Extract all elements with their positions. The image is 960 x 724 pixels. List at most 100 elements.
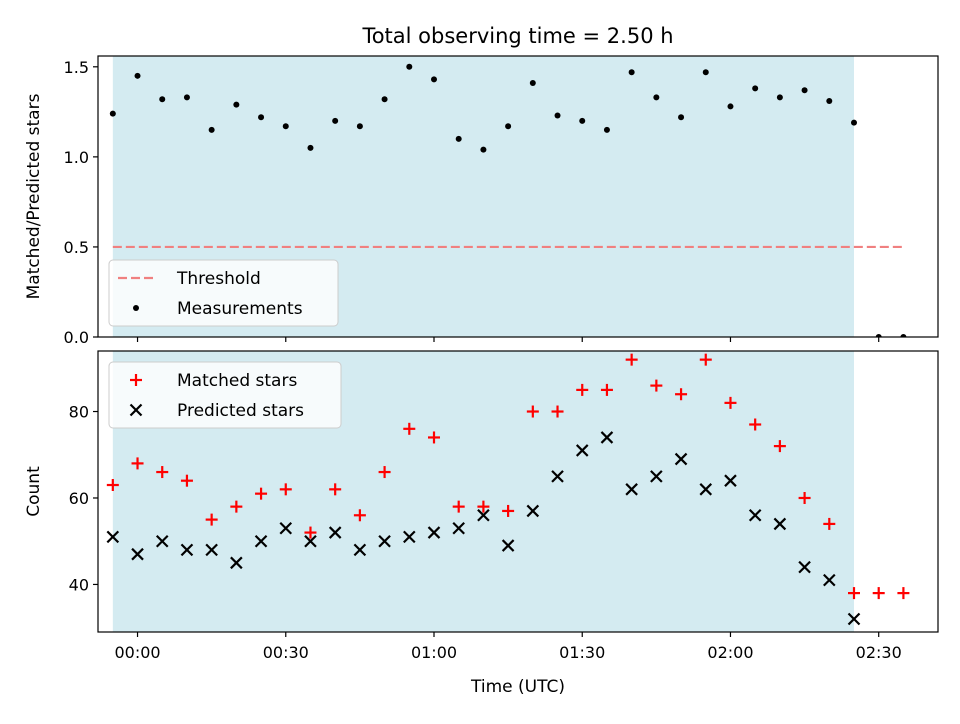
- legend-label: Matched stars: [177, 371, 297, 391]
- matched-star-point: [428, 431, 440, 444]
- matched-star-point: [724, 396, 737, 409]
- measurement-point: [776, 94, 783, 101]
- matched-star-point: [625, 353, 638, 366]
- measurement-point: [529, 80, 536, 87]
- y-tick-label: 60: [69, 489, 89, 508]
- predicted-star-point: [378, 534, 391, 548]
- predicted-star-point: [674, 452, 688, 466]
- matched-star-point: [699, 353, 712, 366]
- measurement-point: [554, 112, 561, 119]
- measurement-point: [109, 110, 116, 117]
- measurement-point: [381, 96, 388, 103]
- measurement-point: [183, 94, 190, 101]
- predicted-star-point: [724, 474, 737, 487]
- matched-star-point: [180, 474, 193, 487]
- predicted-star-point: [403, 530, 416, 544]
- x-tick-label: 02:00: [707, 643, 753, 662]
- predicted-star-point: [551, 470, 564, 483]
- y-tick-label: 40: [69, 575, 89, 594]
- measurement-point: [579, 117, 586, 124]
- measurement-point: [851, 119, 857, 126]
- predicted-star-point: [279, 521, 293, 535]
- predicted-star-point: [205, 543, 218, 557]
- measurement-point: [159, 96, 166, 103]
- matched-star-point: [230, 500, 243, 513]
- predicted-star-point: [180, 543, 194, 557]
- x-tick-label: 02:30: [856, 643, 902, 662]
- measurement-point: [826, 98, 833, 105]
- measurement-point: [332, 117, 339, 124]
- legend-box: [108, 361, 342, 429]
- predicted-star-point: [575, 444, 589, 457]
- matched-star-point: [773, 440, 786, 453]
- plot-area: [106, 353, 910, 626]
- x-tick-label: 00:00: [114, 643, 160, 662]
- y-tick-label: 0.0: [64, 328, 89, 347]
- matched-star-point: [156, 466, 169, 479]
- measurement-point: [455, 135, 462, 142]
- matched-star-point: [526, 405, 539, 418]
- y-tick-label: 80: [69, 403, 89, 422]
- chart-title: Total observing time = 2.50 h: [361, 24, 673, 48]
- legend: Matched stars Predicted stars: [108, 361, 342, 429]
- measurement-point: [307, 144, 314, 151]
- matched-star-point: [872, 587, 885, 600]
- predicted-star-point: [477, 508, 490, 522]
- matched-star-point: [823, 517, 836, 530]
- predicted-star-point: [600, 431, 614, 444]
- measurement-point: [208, 126, 215, 133]
- measurement-point: [233, 101, 240, 108]
- predicted-star-point: [773, 517, 787, 531]
- measurement-point: [603, 126, 610, 133]
- legend-label: Measurements: [177, 299, 303, 319]
- matched-star-point: [551, 405, 564, 418]
- measurement-point: [356, 123, 363, 130]
- x-tick-label: 00:30: [263, 643, 309, 662]
- predicted-star-point: [501, 539, 515, 552]
- y-tick-label: 1.0: [64, 148, 89, 167]
- y-tick-label: 1.5: [64, 58, 89, 77]
- ratio-panel: 0.0 0.5 1.0 1.5 Matched/Predicted stars Thres…: [24, 55, 939, 347]
- predicted-star-point: [823, 573, 836, 587]
- measurement-point: [282, 123, 289, 130]
- matched-star-point: [675, 388, 688, 401]
- legend-box: [108, 259, 339, 327]
- matched-star-point: [353, 509, 366, 522]
- y-tick-label: 0.5: [64, 238, 89, 257]
- matched-star-point: [749, 418, 762, 431]
- matched-star-point: [798, 491, 811, 504]
- axes-frame: [97, 55, 939, 338]
- matched-star-point: [106, 479, 119, 492]
- measurement-point: [258, 114, 265, 121]
- matched-star-point: [205, 513, 218, 526]
- predicted-star-point: [155, 534, 169, 548]
- predicted-star-point: [847, 612, 861, 626]
- matched-star-point: [131, 457, 144, 470]
- predicted-star-point: [106, 530, 120, 544]
- y-axis-label: Matched/Predicted stars: [24, 93, 44, 299]
- measurement-point: [406, 63, 413, 70]
- measurement-point: [134, 72, 141, 79]
- measurement-point: [480, 146, 487, 153]
- predicted-star-point: [798, 560, 811, 574]
- plot-area: [109, 63, 907, 337]
- matched-star-point: [378, 466, 391, 479]
- predicted-star-point: [254, 534, 268, 548]
- predicted-star-point: [748, 508, 762, 522]
- matched-star-point: [279, 483, 292, 496]
- measurement-point: [875, 334, 882, 337]
- x-tick-label: 01:30: [559, 643, 605, 662]
- predicted-star-point: [526, 504, 540, 518]
- predicted-star-point: [328, 526, 342, 539]
- matched-star-point: [255, 487, 268, 500]
- predicted-star-point: [699, 483, 713, 496]
- matched-star-point: [576, 383, 589, 396]
- y-axis-label: Count: [24, 466, 44, 517]
- x-tick-label: 01:00: [411, 643, 457, 662]
- legend-matched-swatch: [130, 374, 142, 386]
- matched-star-point: [403, 422, 416, 435]
- matched-star-point: [848, 587, 860, 600]
- predicted-star-point: [131, 547, 144, 561]
